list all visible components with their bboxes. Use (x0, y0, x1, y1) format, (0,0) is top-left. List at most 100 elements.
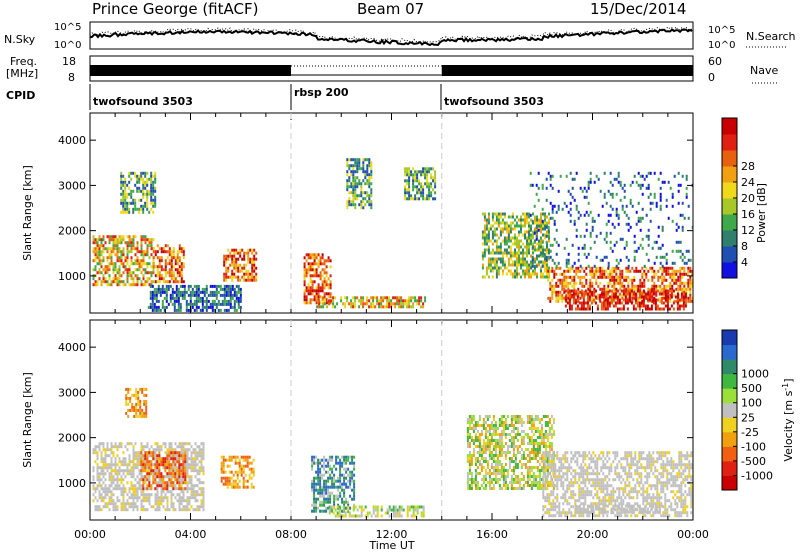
echo-cell (192, 448, 195, 452)
echo-cell (142, 235, 145, 239)
echo-cell (348, 185, 351, 189)
echo-cell (307, 265, 310, 269)
echo-cell (303, 277, 306, 281)
echo-cell (514, 263, 516, 267)
echo-cell (186, 481, 189, 485)
echo-cell (163, 308, 166, 312)
echo-cell (203, 299, 206, 303)
echo-cell (418, 179, 421, 183)
echo-cell (104, 265, 107, 269)
echo-cell (325, 497, 328, 501)
echo-cell (178, 247, 181, 251)
echo-cell (339, 479, 342, 483)
echo-cell (532, 236, 534, 240)
echo-cell (626, 289, 629, 293)
echo-cell (146, 189, 149, 193)
echo-cell (128, 180, 131, 184)
echo-cell (199, 299, 202, 303)
echo-cell (252, 473, 255, 477)
echo-cell (353, 497, 356, 501)
echo-cell (98, 268, 101, 272)
echo-cell (388, 299, 391, 303)
echo-cell (555, 290, 558, 294)
echo-cell (430, 167, 433, 171)
echo-cell (211, 305, 214, 309)
echo-cell (213, 293, 216, 297)
echo-cell (591, 272, 594, 276)
echo-cell (557, 189, 560, 193)
echo-cell (140, 475, 143, 479)
echo-cell (540, 245, 542, 249)
echo-cell (501, 221, 504, 225)
echo-cell (607, 284, 610, 288)
echo-cell (396, 514, 399, 518)
echo-cell (341, 482, 344, 486)
echo-cell (491, 269, 494, 273)
echo-cell (132, 484, 135, 488)
echo-cell (669, 266, 672, 270)
echo-cell (384, 296, 387, 300)
echo-cell (526, 215, 528, 219)
echo-cell (120, 201, 123, 205)
echo-cell (307, 292, 310, 296)
echo-cell (522, 257, 524, 261)
echo-cell (128, 235, 131, 239)
echo-cell (354, 514, 357, 518)
echo-cell (354, 158, 357, 162)
echo-cell (507, 236, 510, 240)
echo-cell (132, 244, 135, 248)
echo-cell (116, 283, 119, 287)
echo-cell (524, 251, 526, 255)
echo-cell (238, 458, 241, 462)
echo-cell (352, 173, 355, 177)
echo-cell (174, 466, 177, 470)
echo-cell (157, 299, 160, 303)
echo-cell (132, 210, 135, 214)
echo-cell (481, 230, 484, 234)
echo-cell (354, 505, 357, 509)
echo-cell (528, 263, 530, 267)
echo-cell (178, 265, 181, 269)
echo-cell (173, 299, 176, 303)
echo-cell (470, 421, 473, 424)
echo-cell (197, 290, 200, 294)
echo-cell (160, 493, 163, 497)
echo-cell (627, 296, 630, 300)
echo-cell (126, 253, 129, 257)
echo-cell (185, 290, 188, 294)
echo-cell (100, 496, 103, 500)
echo-cell (138, 259, 141, 263)
echo-cell (325, 298, 328, 302)
echo-cell (118, 259, 121, 263)
echo-cell (571, 264, 574, 268)
echo-cell (609, 299, 612, 303)
echo-cell (547, 269, 550, 273)
echo-cell (235, 299, 238, 303)
echo-cell (322, 305, 325, 309)
echo-cell (610, 301, 613, 305)
echo-cell (104, 463, 107, 467)
echo-cell (651, 275, 654, 279)
echo-cell (152, 265, 155, 269)
echo-cell (406, 299, 409, 303)
echo-cell (200, 457, 203, 461)
echo-cell (493, 266, 496, 270)
echo-cell (239, 305, 242, 309)
echo-cell (146, 445, 149, 449)
echo-cell (466, 421, 469, 424)
echo-cell (424, 170, 427, 174)
echo-cell (434, 182, 437, 186)
echo-cell (175, 284, 178, 288)
echo-cell (108, 508, 111, 512)
echo-cell (317, 482, 320, 486)
echo-cell (178, 244, 181, 248)
echo-cell (614, 292, 617, 296)
echo-cell (331, 482, 334, 486)
echo-cell (134, 457, 137, 461)
noise-left-label: N.Sky (4, 33, 36, 46)
echo-cell (192, 466, 195, 470)
echo-cell (348, 514, 351, 518)
echo-cell (602, 292, 605, 296)
echo-cell (202, 481, 205, 485)
echo-cell (553, 222, 556, 226)
